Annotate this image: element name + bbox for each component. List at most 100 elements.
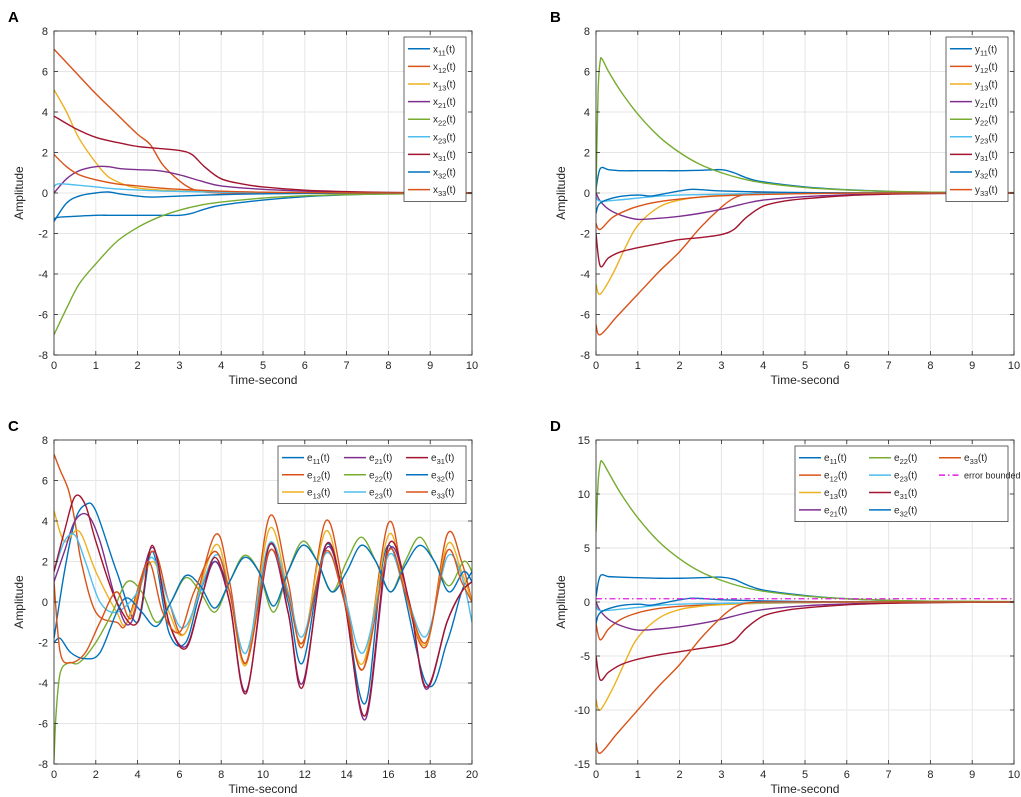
- x-tick-label: 0: [51, 360, 57, 372]
- y-tick-label: -8: [38, 350, 48, 362]
- legend-label: e11(t): [824, 453, 847, 466]
- legend-label: e33(t): [964, 453, 987, 466]
- x-tick-label: 6: [844, 769, 850, 781]
- x-tick-label: 2: [93, 769, 99, 781]
- series-line-x32: [54, 191, 472, 222]
- legend-label: x22(t): [433, 115, 456, 128]
- panel-label: A: [8, 9, 19, 26]
- x-tick-label: 3: [718, 360, 724, 372]
- legend: e11(t) e12(t) e13(t) e21(t) e22(t) e23(t) e31(…: [794, 445, 1021, 522]
- y-tick-label: -5: [580, 651, 590, 663]
- y-tick-label: 8: [42, 26, 48, 38]
- series-group: [596, 57, 1014, 336]
- series-line-y33: [596, 192, 1014, 231]
- series-group: [54, 48, 472, 336]
- y-tick-label: 4: [42, 107, 48, 119]
- y-tick-label: -6: [38, 719, 48, 731]
- x-tick-label: 8: [218, 769, 224, 781]
- y-tick-label: -4: [580, 269, 590, 281]
- series-line-e22: [596, 460, 1014, 603]
- legend-label: error bounded: [964, 471, 1021, 481]
- legend-label: x31(t): [433, 150, 456, 163]
- y-tick-label: 4: [584, 107, 590, 119]
- x-tick-label: 10: [257, 769, 269, 781]
- x-tick-label: 18: [424, 769, 436, 781]
- series-line-e22: [54, 536, 472, 760]
- x-tick-label: 7: [886, 769, 892, 781]
- chart-panel-D: D 0 1 2 3 4 5 6 7 8 9 10 -15 -10 -5 0 5 10 15 Time-second Am…: [550, 418, 1021, 796]
- legend-label: e23(t): [894, 471, 917, 484]
- x-tick-label: 6: [302, 360, 308, 372]
- y-tick-label: 10: [578, 489, 590, 501]
- legend-label: e32(t): [894, 505, 917, 518]
- x-tick-label: 1: [635, 360, 641, 372]
- y-tick-label: 0: [42, 188, 48, 200]
- legend-box: [794, 445, 1009, 522]
- x-axis-label: Time-second: [229, 373, 298, 387]
- series-group: [596, 460, 1014, 754]
- panel-label: D: [550, 418, 561, 435]
- series-line-x33: [54, 154, 472, 194]
- x-tick-label: 9: [969, 769, 975, 781]
- x-axis-label: Time-second: [771, 373, 840, 387]
- chart-panel-B: B 0 1 2 3 4 5 6 7 8 9 10 -8 -6 -4 -2 0 2 4 6 8 Time-second Amp…: [550, 9, 1020, 387]
- legend-label: y23(t): [975, 132, 998, 145]
- x-tick-label: 1: [635, 769, 641, 781]
- y-tick-label: -8: [580, 350, 590, 362]
- x-tick-label: 2: [135, 360, 141, 372]
- legend-box: [277, 445, 467, 504]
- legend-label: x11(t): [433, 44, 455, 57]
- legend-label: e12(t): [307, 470, 330, 483]
- x-tick-label: 3: [718, 769, 724, 781]
- legend-label: e22(t): [369, 470, 392, 483]
- y-tick-label: 2: [42, 148, 48, 160]
- x-tick-label: 12: [299, 769, 311, 781]
- y-axis-label: Amplitude: [12, 166, 26, 220]
- legend-label: e12(t): [824, 471, 847, 484]
- chart-panel-A: A 0 1 2 3 4 5 6 7 8 9 10 -8 -6 -4 -2 0 2 4 6 8 Time-second Amp…: [8, 9, 478, 387]
- x-tick-label: 4: [218, 360, 224, 372]
- legend: y11(t) y12(t) y13(t) y21(t) y22(t) y23(t) y31(…: [945, 36, 1009, 202]
- x-tick-label: 0: [593, 769, 599, 781]
- legend-label: e32(t): [431, 470, 454, 483]
- x-tick-label: 6: [844, 360, 850, 372]
- y-tick-label: -2: [38, 229, 48, 241]
- y-tick-label: 2: [42, 557, 48, 569]
- y-tick-label: 8: [42, 435, 48, 447]
- legend-label: e21(t): [824, 505, 847, 518]
- legend-label: e33(t): [431, 488, 454, 501]
- y-tick-label: 6: [42, 476, 48, 488]
- series-group: [54, 453, 472, 760]
- x-tick-label: 5: [802, 769, 808, 781]
- y-tick-label: -15: [574, 759, 590, 771]
- y-tick-label: 0: [584, 597, 590, 609]
- series-line-x31: [54, 115, 472, 194]
- x-tick-label: 0: [51, 769, 57, 781]
- x-tick-label: 5: [802, 360, 808, 372]
- y-tick-label: 8: [584, 26, 590, 38]
- legend-label: y12(t): [975, 62, 998, 75]
- legend: x11(t) x12(t) x13(t) x21(t) x22(t) x23(t) x31(…: [403, 36, 467, 202]
- x-tick-label: 1: [93, 360, 99, 372]
- legend-label: x21(t): [433, 97, 456, 110]
- legend-label: e13(t): [824, 488, 847, 501]
- x-tick-label: 8: [927, 360, 933, 372]
- y-tick-label: -8: [38, 759, 48, 771]
- x-tick-label: 4: [760, 360, 766, 372]
- y-tick-label: 0: [584, 188, 590, 200]
- x-axis-label: Time-second: [229, 782, 298, 796]
- y-tick-label: -10: [574, 705, 590, 717]
- legend-label: e21(t): [369, 453, 392, 466]
- y-tick-label: 15: [578, 435, 590, 447]
- series-line-e33: [54, 548, 472, 671]
- series-line-e31: [54, 494, 472, 717]
- series-line-y22: [596, 57, 1014, 194]
- y-tick-label: 6: [584, 67, 590, 79]
- x-tick-label: 8: [385, 360, 391, 372]
- legend: e11(t) e12(t) e13(t) e21(t) e22(t) e23(t) e31(…: [277, 445, 467, 504]
- x-tick-label: 10: [1008, 360, 1020, 372]
- y-tick-label: -6: [38, 310, 48, 322]
- y-tick-label: 4: [42, 516, 48, 528]
- series-line-y31: [596, 192, 1014, 268]
